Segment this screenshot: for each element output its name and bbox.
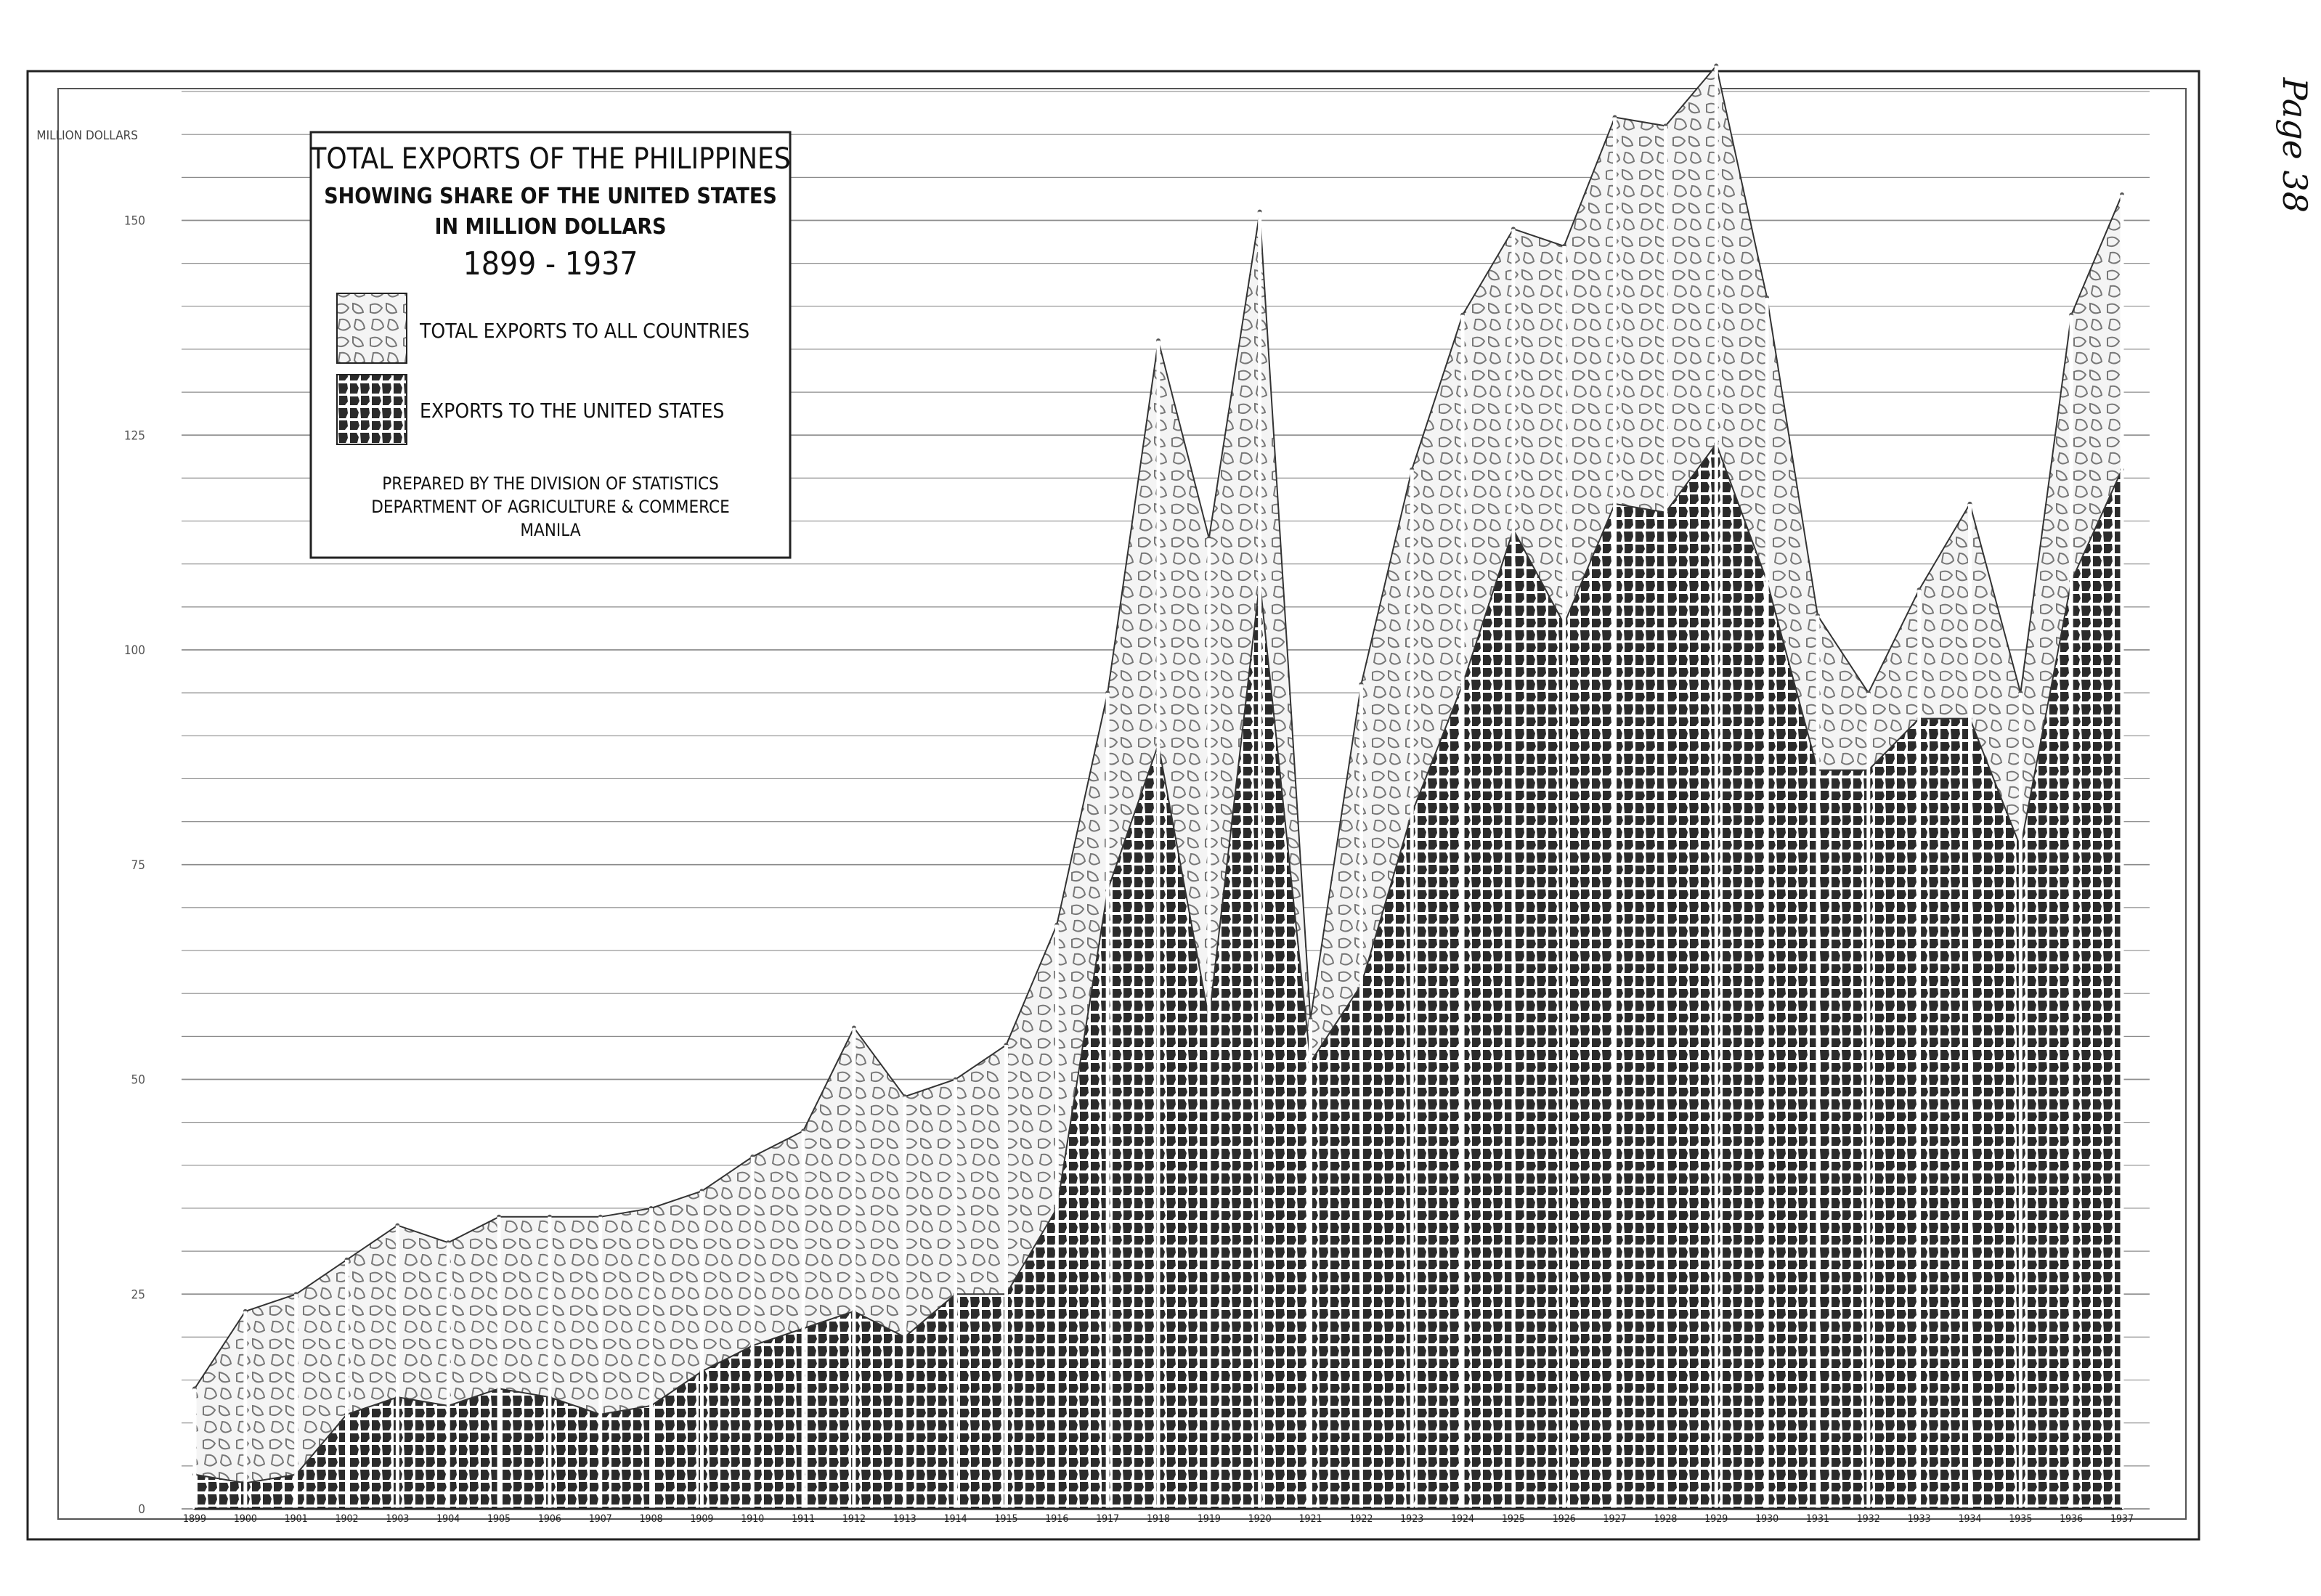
x-tick-label: 1921 [1299,1513,1322,1525]
x-tick-label: 1911 [792,1513,815,1525]
outer-frame [26,70,2200,1541]
credit-line-1: PREPARED BY THE DIVISION OF STATISTICS [382,473,719,494]
x-tick-label: 1909 [690,1513,713,1525]
x-tick-label: 1910 [741,1513,764,1525]
y-tick-label: 150 [124,214,145,229]
subtitle-line-2: IN MILLION DOLLARS [434,214,666,240]
x-tick-label: 1904 [436,1513,460,1525]
subtitle-line-1: SHOWING SHARE OF THE UNITED STATES [324,184,777,209]
x-tick-label: 1903 [386,1513,409,1525]
x-tick-label: 1928 [1654,1513,1677,1525]
x-tick-label: 1899 [183,1513,206,1525]
legend-swatch-total [336,293,407,364]
x-tick-label: 1919 [1198,1513,1221,1525]
x-tick-label: 1924 [1451,1513,1474,1525]
y-tick-label: 75 [131,858,145,873]
x-tick-label: 1935 [2009,1513,2032,1525]
chart-title: TOTAL EXPORTS OF THE PHILIPPINES [309,142,790,176]
legend-swatch-us [336,374,407,445]
x-tick-label: 1932 [1857,1513,1880,1525]
x-tick-label: 1923 [1400,1513,1423,1525]
x-tick-label: 1927 [1603,1513,1627,1525]
x-tick-label: 1925 [1502,1513,1525,1525]
legend-box: TOTAL EXPORTS OF THE PHILIPPINES SHOWING… [309,131,792,559]
x-tick-label: 1906 [538,1513,561,1525]
x-tick-label: 1913 [893,1513,916,1525]
x-tick-label: 1905 [487,1513,511,1525]
y-tick-label: 50 [131,1073,145,1088]
x-tick-label: 1908 [640,1513,663,1525]
x-axis: 1899 1900 1901 1902 1903 1904 1905 1906 1907 1908… [183,1513,2134,1525]
y-tick-label: 25 [131,1287,145,1302]
chart-years: 1899 - 1937 [463,245,638,282]
x-tick-label: 1937 [2110,1513,2134,1525]
x-tick-label: 1922 [1349,1513,1373,1525]
legend-label-us: EXPORTS TO THE UNITED STATES [420,399,724,423]
inner-frame [57,88,2187,1520]
x-tick-label: 1900 [234,1513,257,1525]
x-tick-label: 1918 [1147,1513,1170,1525]
year-dividers [192,65,2124,1510]
x-tick-label: 1907 [589,1513,612,1525]
x-tick-label: 1933 [1908,1513,1931,1525]
x-tick-label: 1917 [1096,1513,1119,1525]
x-tick-label: 1915 [994,1513,1017,1525]
x-tick-label: 1912 [842,1513,866,1525]
y-axis: 0 25 50 75 100 125 150 [124,214,145,1518]
x-tick-label: 1936 [2060,1513,2083,1525]
x-tick-label: 1926 [1553,1513,1576,1525]
x-tick-label: 1929 [1704,1513,1728,1525]
legend-label-total: TOTAL EXPORTS TO ALL COUNTRIES [419,319,749,343]
y-tick-label: 0 [138,1502,145,1517]
x-tick-label: 1920 [1248,1513,1272,1525]
x-tick-label: 1902 [336,1513,359,1525]
chart-subtitle-2: IN MILLION DOLLARS [434,214,666,240]
x-tick-label: 1930 [1755,1513,1779,1525]
x-tick-label: 1916 [1045,1513,1068,1525]
x-tick-label: 1901 [285,1513,308,1525]
credit-line-3: MANILA [520,520,580,540]
y-tick-label: 100 [124,643,145,658]
chart-subtitle: SHOWING SHARE OF THE UNITED STATES [324,184,777,209]
x-tick-label: 1914 [944,1513,967,1525]
x-tick-label: 1934 [1958,1513,1981,1525]
credit-line-2: DEPARTMENT OF AGRICULTURE & COMMERCE [371,497,729,517]
x-tick-label: 1931 [1806,1513,1829,1525]
page-number: Page 38 [2275,77,2314,213]
y-axis-label: MILLION DOLLARS [36,129,138,143]
y-tick-label: 125 [124,428,145,443]
